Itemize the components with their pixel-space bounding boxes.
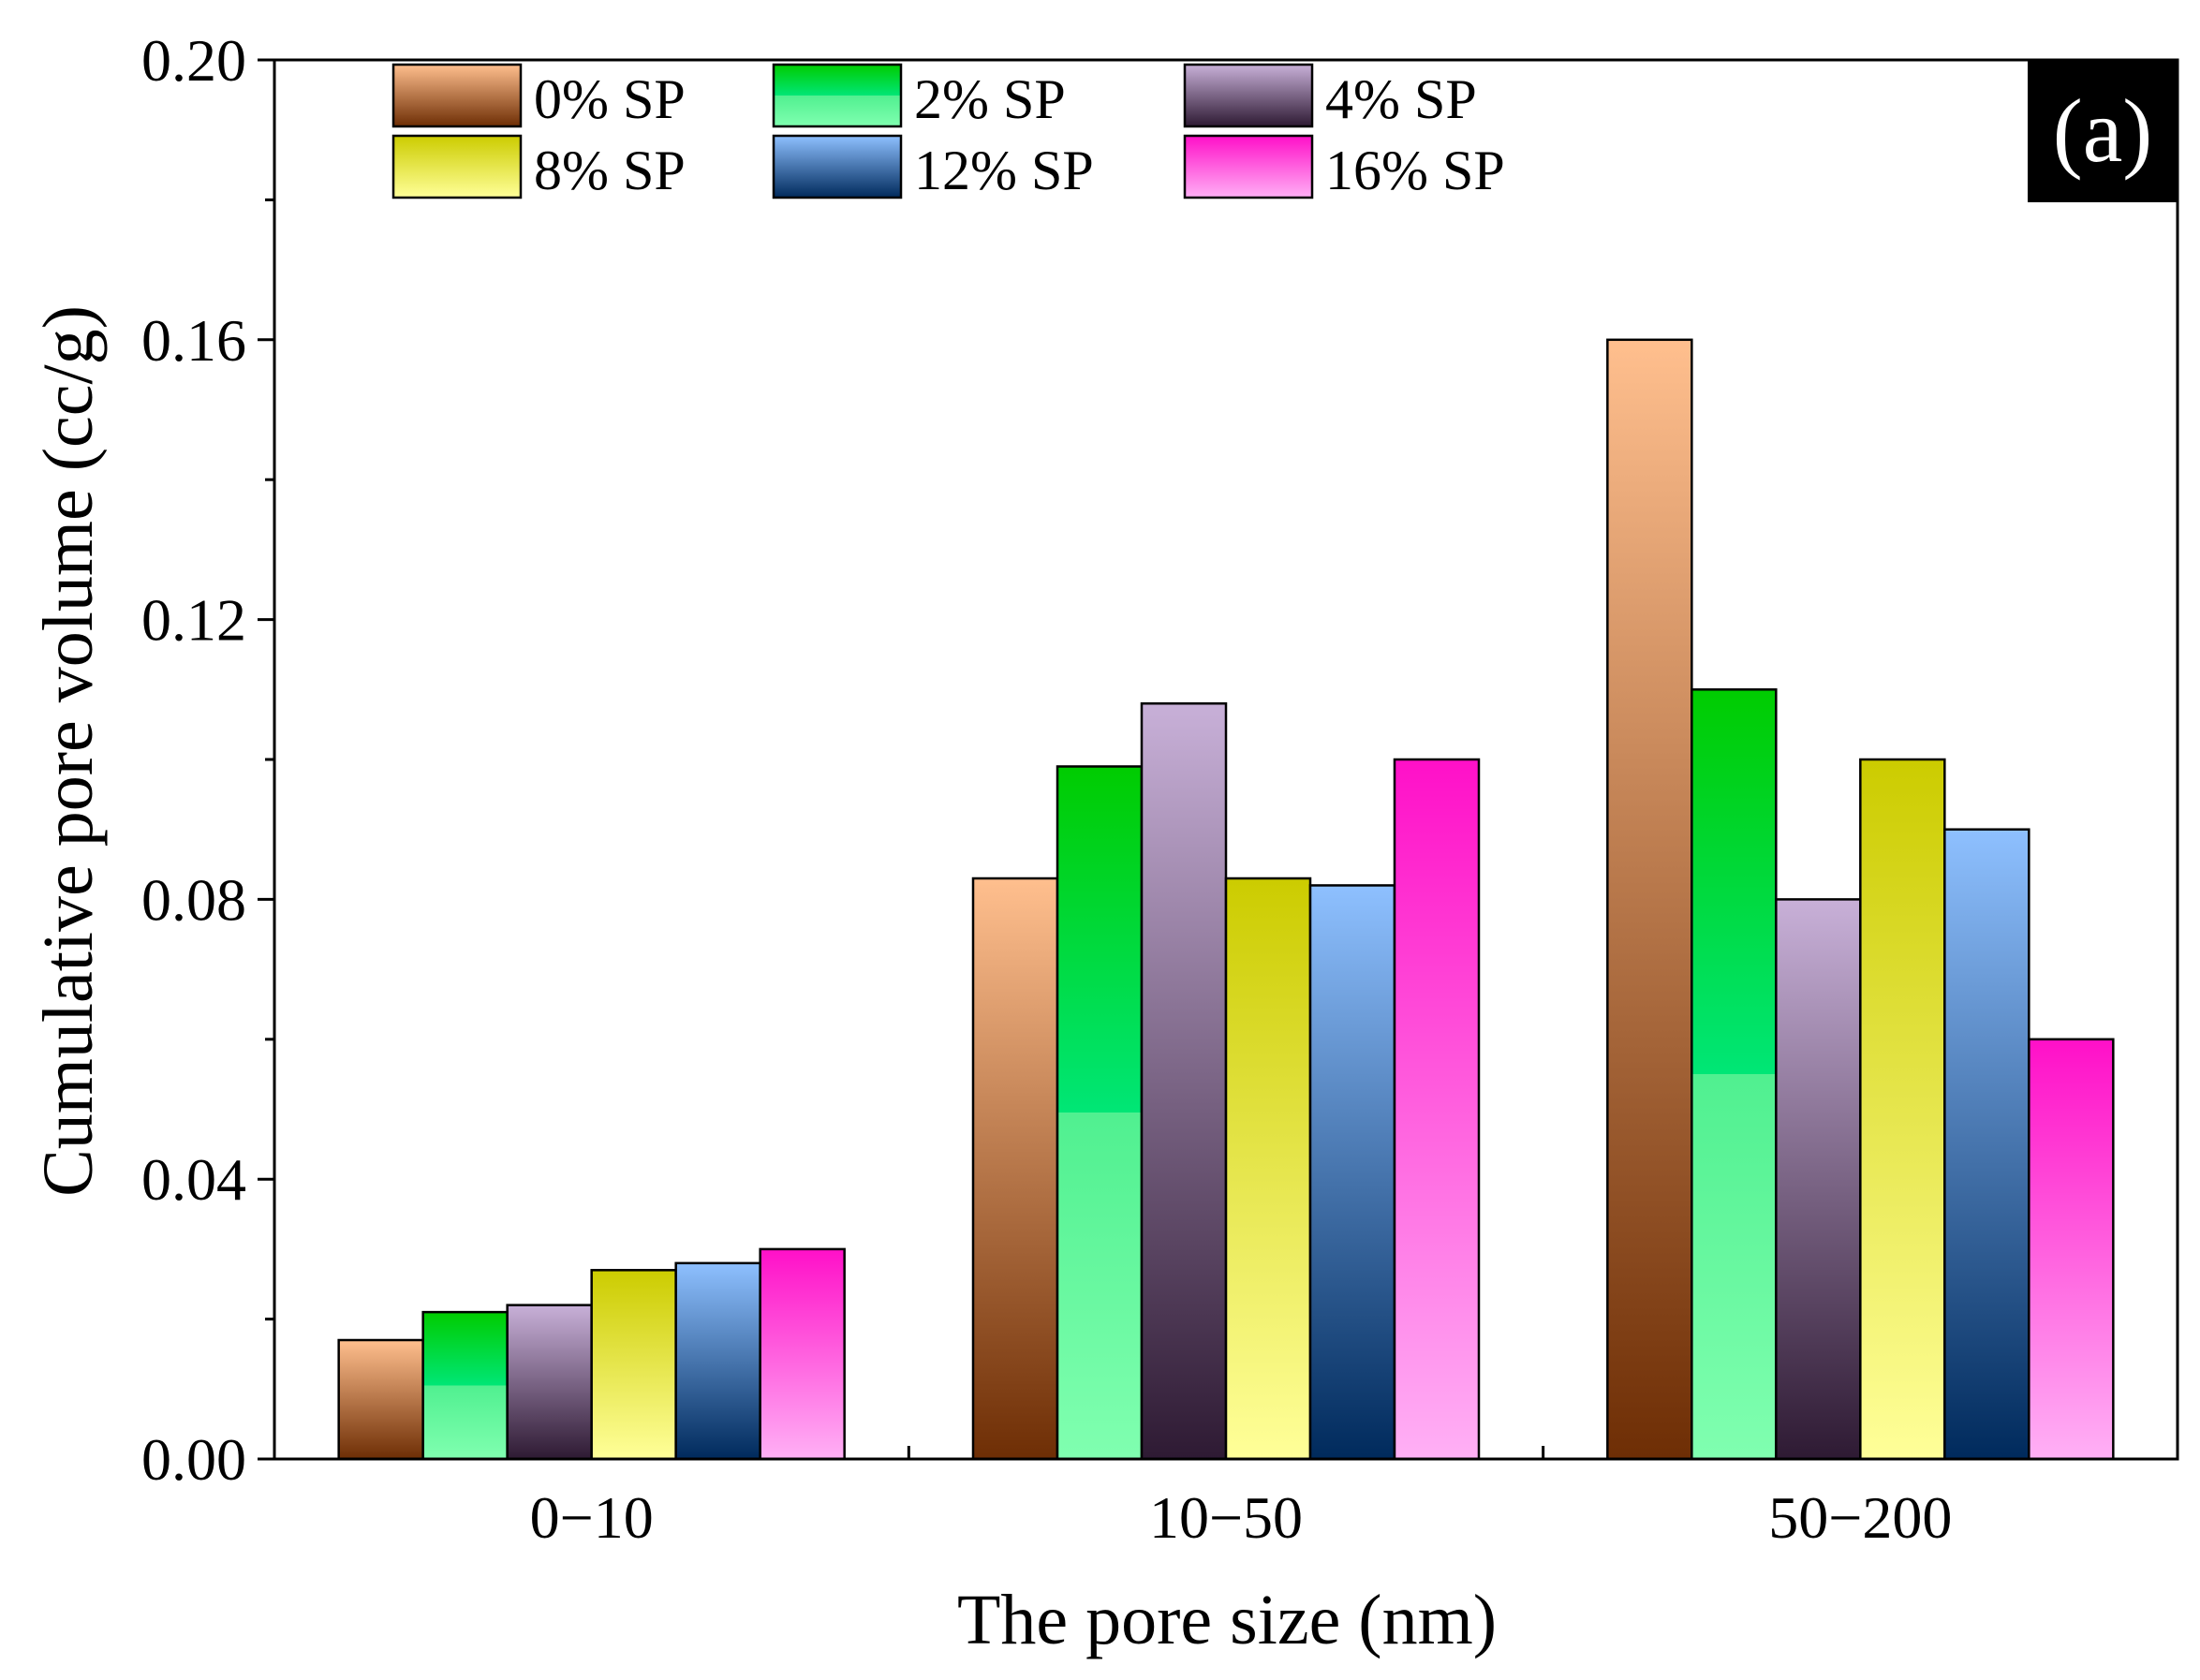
legend-swatch — [772, 63, 903, 128]
bar-2-sp-3 — [1691, 688, 1778, 1461]
bar-8-sp-2 — [1224, 877, 1312, 1461]
y-tick-label: 0.04 — [141, 1146, 246, 1213]
bar-12-sp-3 — [1943, 828, 2030, 1461]
bar-16-sp-1 — [759, 1247, 846, 1461]
y-tick-label: 0.00 — [141, 1426, 246, 1493]
legend-item: 8% SP — [391, 134, 686, 201]
legend-label: 4% SP — [1325, 68, 1477, 130]
legend-label: 16% SP — [1325, 140, 1505, 201]
x-axis-title: The pore size (nm) — [957, 1581, 1497, 1659]
axes: 0.00 0.04 0.08 0.12 0.16 0.20 0−10 10−50 50−200 — [141, 27, 2179, 1551]
legend-item: 2% SP — [772, 63, 1066, 130]
bar-4-sp-1 — [506, 1304, 593, 1461]
legend-item: 12% SP — [772, 134, 1094, 201]
legend-swatch — [391, 134, 523, 199]
y-tick-label: 0.16 — [141, 307, 246, 374]
legend-swatch — [1183, 63, 1314, 128]
bar-0-sp-1 — [337, 1338, 424, 1461]
bar-12-sp-1 — [674, 1261, 761, 1461]
bar-0-sp-2 — [971, 877, 1059, 1461]
y-tick-label: 0.20 — [141, 27, 246, 94]
legend-label: 8% SP — [534, 140, 686, 201]
legend-item: 4% SP — [1183, 63, 1477, 130]
y-tick-label: 0.08 — [141, 866, 246, 933]
bar-2-sp-1 — [421, 1310, 509, 1461]
legend: 0% SP 2% SP 4% SP 8% SP 12% SP 16% SP — [391, 63, 1505, 201]
bar-0-sp-3 — [1606, 338, 1693, 1461]
bar-8-sp-3 — [1859, 758, 1946, 1461]
panel-label: (a) — [2053, 81, 2153, 181]
bars — [337, 338, 2115, 1461]
legend-item: 16% SP — [1183, 134, 1505, 201]
bar-4-sp-3 — [1775, 898, 1862, 1461]
legend-label: 0% SP — [534, 68, 686, 130]
bar-4-sp-2 — [1140, 701, 1228, 1461]
panel-label-box: (a) — [2028, 60, 2178, 202]
bar-8-sp-1 — [590, 1269, 677, 1461]
y-axis-title: Cumulative pore volume (cc/g) — [29, 305, 108, 1197]
legend-swatch — [1183, 134, 1314, 199]
legend-swatch — [391, 63, 523, 128]
bar-16-sp-3 — [2028, 1038, 2115, 1461]
x-tick-label: 0−10 — [530, 1484, 654, 1551]
bar-2-sp-2 — [1056, 765, 1144, 1461]
panel-label-background — [2028, 60, 2178, 202]
legend-item: 0% SP — [391, 63, 686, 130]
legend-label: 12% SP — [914, 140, 1094, 201]
bar-16-sp-2 — [1393, 758, 1481, 1461]
bar-12-sp-2 — [1308, 884, 1396, 1461]
x-tick-label: 10−50 — [1149, 1484, 1303, 1551]
y-tick-label: 0.12 — [141, 587, 246, 654]
x-tick-label: 50−200 — [1768, 1484, 1952, 1551]
legend-swatch — [772, 134, 903, 199]
legend-label: 2% SP — [914, 68, 1066, 130]
